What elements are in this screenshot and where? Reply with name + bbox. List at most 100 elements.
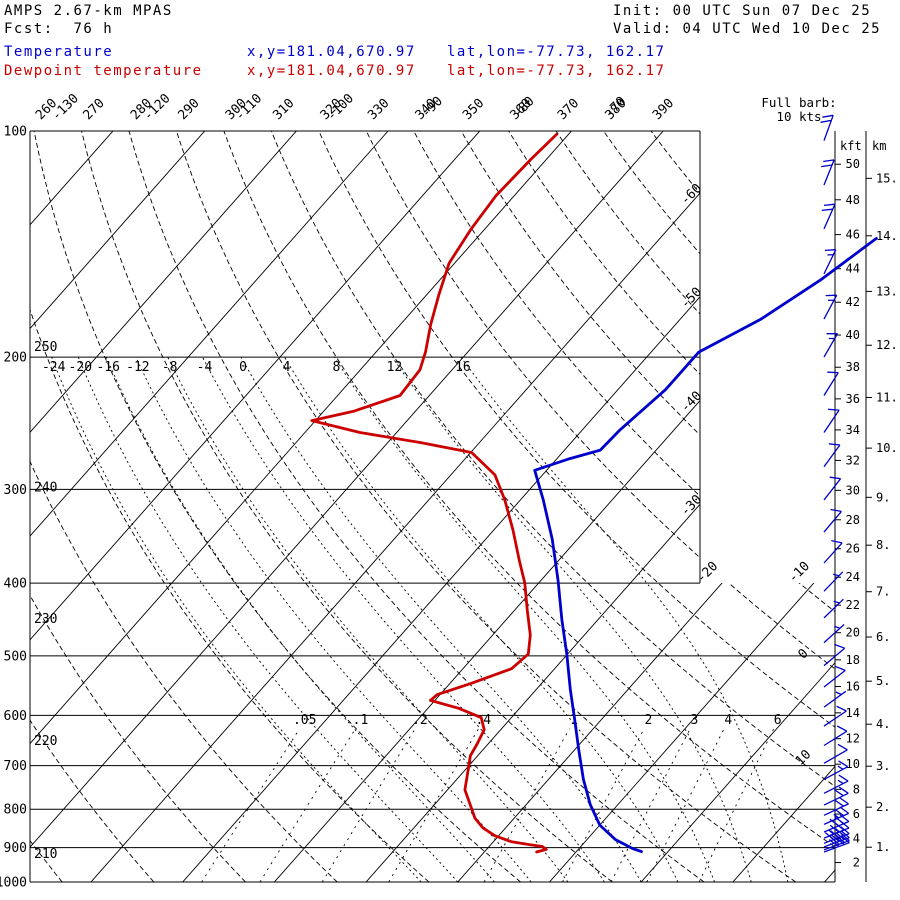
mixing-ratio-line bbox=[646, 728, 725, 882]
forecast-hour: Fcst: 76 h bbox=[4, 21, 114, 37]
init-time: Init: 00 UTC Sun 07 Dec 25 bbox=[613, 3, 872, 19]
wind-barb bbox=[823, 786, 849, 806]
moist-adiabat-label: -24 bbox=[42, 360, 66, 375]
pressure-tick-label: 200 bbox=[4, 351, 27, 366]
isotherm-line bbox=[30, 131, 32, 882]
dry-adiabat-line bbox=[223, 131, 835, 882]
isotherm-line bbox=[30, 131, 674, 882]
isotherm-line bbox=[175, 131, 835, 882]
pressure-tick-label: 600 bbox=[4, 709, 27, 724]
wind-barb bbox=[823, 725, 848, 747]
kft-axis-header: kft bbox=[840, 139, 862, 153]
dry-adiabat-line bbox=[318, 131, 835, 882]
km-tick-label: 7. bbox=[876, 585, 890, 599]
dry-adiabat-line bbox=[81, 131, 613, 882]
isotherm-line bbox=[30, 131, 399, 882]
kft-tick-label: 18 bbox=[846, 653, 860, 667]
wind-barb bbox=[823, 249, 837, 275]
wind-barb bbox=[823, 476, 842, 501]
kft-tick-label: 8 bbox=[853, 782, 860, 796]
rotated-scale-label: -50 bbox=[678, 285, 705, 312]
kft-tick-label: 6 bbox=[853, 807, 860, 821]
rotated-scale-label: 270 bbox=[81, 96, 108, 123]
rotated-scale-label: 330 bbox=[365, 96, 392, 123]
theta-left-label: 220 bbox=[34, 734, 57, 749]
dry-adiabat-line bbox=[176, 131, 796, 882]
km-tick-label: 2. bbox=[876, 800, 890, 814]
pressure-tick-label: 700 bbox=[4, 759, 27, 774]
wind-barb bbox=[823, 333, 839, 358]
km-tick-label: 10. bbox=[876, 441, 898, 455]
isotherm-line bbox=[30, 131, 582, 882]
altitude-axis: 2468101214161820222426283032343638404244… bbox=[761, 95, 897, 870]
isotherm-line bbox=[30, 131, 124, 882]
theta-left-label: 240 bbox=[34, 481, 57, 496]
wind-barb bbox=[823, 760, 849, 780]
kft-tick-label: 30 bbox=[846, 483, 860, 497]
dry-adiabat-line bbox=[413, 131, 835, 882]
wind-barb bbox=[823, 294, 838, 320]
mixing-ratio-line bbox=[388, 728, 479, 882]
wind-barb bbox=[823, 806, 850, 825]
wind-barb bbox=[823, 690, 847, 708]
kft-tick-label: 36 bbox=[846, 392, 860, 406]
rotated-scale-label: 370 bbox=[555, 96, 582, 123]
rotated-scale-label: 290 bbox=[175, 96, 202, 123]
kft-tick-label: 32 bbox=[846, 453, 860, 467]
pressure-tick-label: 1000 bbox=[0, 876, 27, 891]
kft-tick-label: 12 bbox=[846, 732, 860, 746]
isotherm-line bbox=[633, 131, 835, 882]
km-tick-label: 4. bbox=[876, 717, 890, 731]
barb-legend-line2: 10 kts bbox=[776, 109, 821, 124]
kft-tick-label: 40 bbox=[846, 328, 860, 342]
wind-barb bbox=[823, 624, 845, 644]
dry-adiabat-line bbox=[365, 131, 835, 882]
wind-barbs bbox=[820, 114, 850, 853]
wind-barb bbox=[823, 743, 848, 764]
mixing-ratio-label: 2 bbox=[644, 713, 652, 728]
sounding-traces bbox=[310, 132, 878, 854]
kft-tick-label: 48 bbox=[846, 193, 860, 207]
model-title: AMPS 2.67-km MPAS bbox=[4, 3, 173, 19]
rotated-scale-label: 390 bbox=[650, 96, 677, 123]
mixing-ratio-label: .2 bbox=[412, 713, 428, 728]
moist-adiabat-label: 12 bbox=[387, 360, 403, 375]
km-tick-label: 13. bbox=[876, 284, 898, 298]
isotherm-line bbox=[542, 131, 835, 882]
dry-adiabat-line bbox=[128, 131, 705, 882]
kft-tick-label: 50 bbox=[846, 157, 860, 171]
rotated-scale-label: 380 bbox=[602, 96, 629, 123]
isotherm-line bbox=[83, 131, 765, 882]
wind-barb bbox=[823, 835, 850, 853]
moist-adiabat-label: 4 bbox=[283, 360, 291, 375]
wind-barb bbox=[823, 571, 844, 592]
moist-adiabat-label: -16 bbox=[96, 360, 119, 375]
dry-adiabat-line bbox=[270, 131, 835, 882]
kft-tick-label: 26 bbox=[846, 542, 860, 556]
kft-tick-label: 24 bbox=[846, 570, 860, 584]
theta-left-label: 250 bbox=[34, 340, 57, 355]
pressure-tick-label: 800 bbox=[4, 803, 27, 818]
pressure-tick-label: 500 bbox=[4, 649, 27, 664]
wind-barb bbox=[823, 598, 844, 619]
barb-legend-line1: Full barb: bbox=[761, 95, 836, 110]
mixing-ratio-line bbox=[562, 728, 645, 882]
legend-temperature-label: Temperature bbox=[4, 44, 114, 60]
legend-temperature-latlon: lat,lon=-77.73, 162.17 bbox=[447, 44, 666, 60]
kft-tick-label: 14 bbox=[846, 706, 860, 720]
moist-adiabat-line bbox=[392, 356, 752, 882]
moist-adiabat-label: -12 bbox=[126, 360, 149, 375]
dry-adiabat-line bbox=[33, 131, 521, 882]
km-tick-label: 12. bbox=[876, 338, 898, 352]
wind-barb bbox=[821, 159, 835, 186]
mixing-ratio-label: .05 bbox=[293, 713, 316, 728]
moist-adiabat-label: 16 bbox=[455, 360, 471, 375]
kft-tick-label: 28 bbox=[846, 513, 860, 527]
moist-adiabat-line bbox=[460, 356, 789, 882]
kft-tick-label: 44 bbox=[846, 262, 860, 276]
moist-adiabat-label: 8 bbox=[332, 360, 340, 375]
kft-tick-label: 16 bbox=[846, 680, 860, 694]
mixing-ratio-line bbox=[483, 728, 570, 882]
